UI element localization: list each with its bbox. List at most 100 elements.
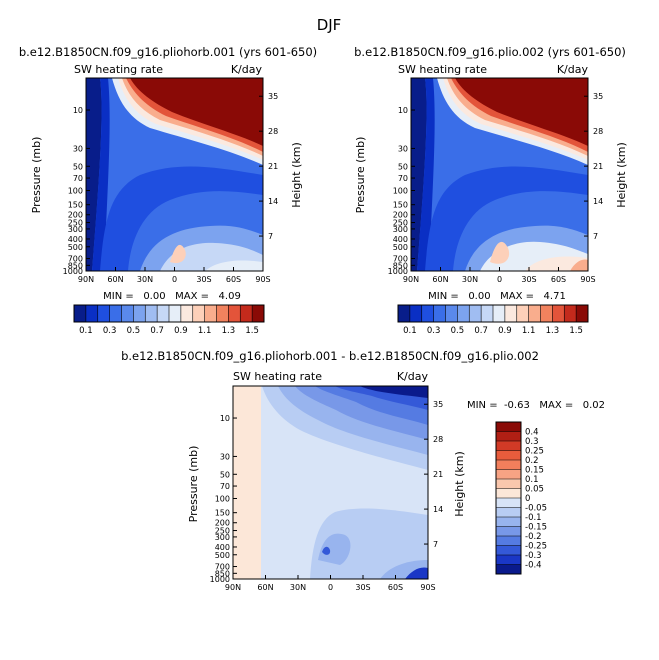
latitude-tick-label: 60S <box>388 583 403 592</box>
panel-pliohorb: b.e12.B1850CN.f09_g16.pliohorb.001 (yrs … <box>19 45 317 336</box>
colorbar-swatch <box>496 450 521 461</box>
pressure-tick-label: 700 <box>68 255 83 264</box>
colorbar-label: 0.15 <box>525 466 544 476</box>
latitude-tick-label: 30S <box>521 275 536 284</box>
colorbar-swatch <box>192 305 205 322</box>
pressure-tick-label: 700 <box>215 563 230 572</box>
colorbar-swatch <box>240 305 253 322</box>
latitude-tick-label: 0 <box>497 275 502 284</box>
latitude-tick-label: 30N <box>137 275 153 284</box>
height-tick-label: 35 <box>268 92 278 101</box>
pressure-tick-label: 200 <box>393 211 408 220</box>
colorbar-swatch <box>496 555 521 565</box>
pressure-tick-label: 250 <box>393 219 408 228</box>
colorbar-swatch <box>496 498 521 508</box>
colorbar-swatch <box>496 507 521 518</box>
height-tick-label: 21 <box>593 162 603 171</box>
colorbar-swatch <box>496 441 521 451</box>
height-tick-label: 14 <box>433 505 443 514</box>
pressure-tick-label: 300 <box>68 225 83 234</box>
latitude-tick-label: 30S <box>196 275 211 284</box>
pressure-tick-label: 10 <box>73 106 83 115</box>
panel-a-colorbar: 0.1 0.3 0.5 0.7 0.9 1.1 1.3 1.5 <box>73 304 265 336</box>
panel-c-ylabel: Pressure (mb) <box>187 446 200 523</box>
pressure-tick-label: 100 <box>68 187 83 196</box>
pressure-tick-label: 500 <box>215 551 230 560</box>
colorbar-label: 0.4 <box>525 428 539 438</box>
colorbar-label: 0.9 <box>498 326 512 336</box>
latitude-tick-label: 90N <box>403 275 419 284</box>
colorbar-swatch <box>180 305 194 322</box>
panel-b-ylabel: Pressure (mb) <box>354 137 367 214</box>
height-tick-label: 35 <box>593 92 603 101</box>
pressure-tick-label: 10 <box>220 414 230 423</box>
pressure-tick-label: 30 <box>398 144 408 153</box>
panel-c-latitude-axis: 90N 60N 30N 0 30S 60S 90S <box>225 575 436 592</box>
height-tick-label: 14 <box>593 197 603 206</box>
colorbar-swatch <box>145 305 158 322</box>
pressure-tick-label: 150 <box>215 509 230 518</box>
colorbar-swatch <box>445 305 458 322</box>
colorbar-swatch <box>469 305 482 322</box>
panel-a-field-label: SW heating rate <box>74 63 163 76</box>
colorbar-swatch <box>121 305 134 322</box>
colorbar-swatch <box>457 305 470 322</box>
colorbar-swatch <box>85 305 99 322</box>
pressure-tick-label: 850 <box>393 261 408 270</box>
pressure-tick-label: 150 <box>393 201 408 210</box>
colorbar-swatch <box>496 431 521 442</box>
colorbar-label: -0.4 <box>525 561 542 571</box>
pressure-tick-label: 70 <box>73 174 83 183</box>
pressure-tick-label: 400 <box>68 235 83 244</box>
pressure-tick-label: 700 <box>393 255 408 264</box>
panel-b-units: K/day <box>557 63 589 76</box>
panel-plio: b.e12.B1850CN.f09_g16.plio.002 (yrs 601-… <box>354 45 628 336</box>
latitude-tick-label: 60S <box>551 275 566 284</box>
height-tick-label: 28 <box>268 127 278 136</box>
panel-b-ylabel-right: Height (km) <box>615 142 628 208</box>
colorbar-label: 1.5 <box>245 326 259 336</box>
colorbar-label: 1.1 <box>198 326 212 336</box>
latitude-tick-label: 90N <box>225 583 241 592</box>
latitude-tick-label: 90N <box>78 275 94 284</box>
panel-a-title: b.e12.B1850CN.f09_g16.pliohorb.001 (yrs … <box>19 45 317 59</box>
panel-c-ylabel-right: Height (km) <box>453 451 466 517</box>
colorbar-swatch <box>433 305 446 322</box>
colorbar-swatch <box>496 536 521 546</box>
pressure-tick-label: 200 <box>215 519 230 528</box>
colorbar-swatch <box>398 305 411 322</box>
colorbar-label: 0.3 <box>525 437 539 447</box>
pressure-tick-label: 150 <box>68 201 83 210</box>
pressure-tick-label: 70 <box>398 174 408 183</box>
height-tick-label: 7 <box>593 232 598 241</box>
panel-b-latitude-axis: 90N 60N 30N 0 30S 60S 90S <box>403 267 596 284</box>
panel-a-height-axis: 35 28 21 14 7 <box>259 92 278 241</box>
colorbar-label: 1.3 <box>546 326 560 336</box>
colorbar-label: 0.05 <box>525 485 544 495</box>
panel-b-colorbar: 0.1 0.3 0.5 0.7 0.9 1.1 1.3 1.5 <box>397 304 589 336</box>
colorbar-swatch <box>228 305 241 322</box>
colorbar-swatch <box>204 305 217 322</box>
colorbar-swatch <box>540 305 553 322</box>
colorbar-swatch <box>409 305 423 322</box>
colorbar-swatch <box>97 305 110 322</box>
colorbar-swatch <box>216 305 229 322</box>
colorbar-swatch <box>496 422 521 432</box>
latitude-tick-label: 0 <box>172 275 177 284</box>
pressure-tick-label: 70 <box>220 482 230 491</box>
colorbar-swatch <box>496 526 521 537</box>
figure-title: DJF <box>317 16 342 34</box>
colorbar-label: 0 <box>525 494 530 504</box>
colorbar-label: 0.25 <box>525 447 544 457</box>
colorbar-label: -0.05 <box>525 504 547 514</box>
colorbar-swatch <box>496 545 521 556</box>
colorbar-swatch <box>74 305 87 322</box>
colorbar-label: 0.3 <box>427 326 441 336</box>
colorbar-label: 1.5 <box>569 326 583 336</box>
panel-c-field <box>233 386 428 579</box>
colorbar-swatch <box>496 479 521 489</box>
height-tick-label: 7 <box>268 232 273 241</box>
